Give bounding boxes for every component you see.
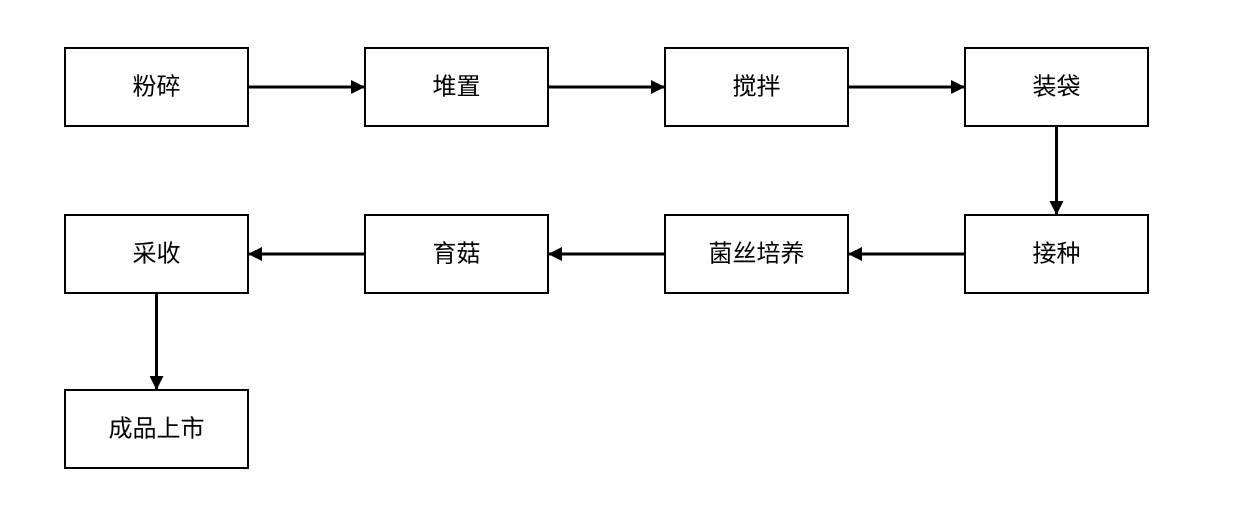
flow-node-n2: 堆置: [365, 48, 548, 126]
flow-node-n9: 成品上市: [65, 390, 248, 468]
flow-node-n8: 采收: [65, 215, 248, 293]
flow-node-label: 搅拌: [733, 74, 781, 101]
flow-node-n5: 接种: [965, 215, 1148, 293]
flow-node-n1: 粉碎: [65, 48, 248, 126]
flowchart-diagram: 粉碎 堆置 搅拌 装袋接种 菌丝培养 育菇 采收成品上市: [0, 0, 1240, 526]
flow-node-label: 菌丝培养: [709, 241, 805, 268]
flow-node-label: 粉碎: [133, 74, 181, 101]
flow-node-label: 堆置: [433, 74, 481, 101]
flow-node-label: 成品上市: [109, 416, 205, 443]
edges-layer: [157, 87, 1057, 390]
nodes-layer: 粉碎 堆置 搅拌 装袋接种 菌丝培养 育菇 采收成品上市: [65, 48, 1148, 468]
flow-node-n3: 搅拌: [665, 48, 848, 126]
flow-node-n4: 装袋: [965, 48, 1148, 126]
flow-node-n6: 菌丝培养: [665, 215, 848, 293]
flow-node-label: 接种: [1033, 241, 1081, 268]
flow-node-n7: 育菇: [365, 215, 548, 293]
flow-node-label: 采收: [133, 241, 181, 268]
flow-node-label: 装袋: [1033, 74, 1081, 101]
flow-node-label: 育菇: [433, 241, 481, 268]
